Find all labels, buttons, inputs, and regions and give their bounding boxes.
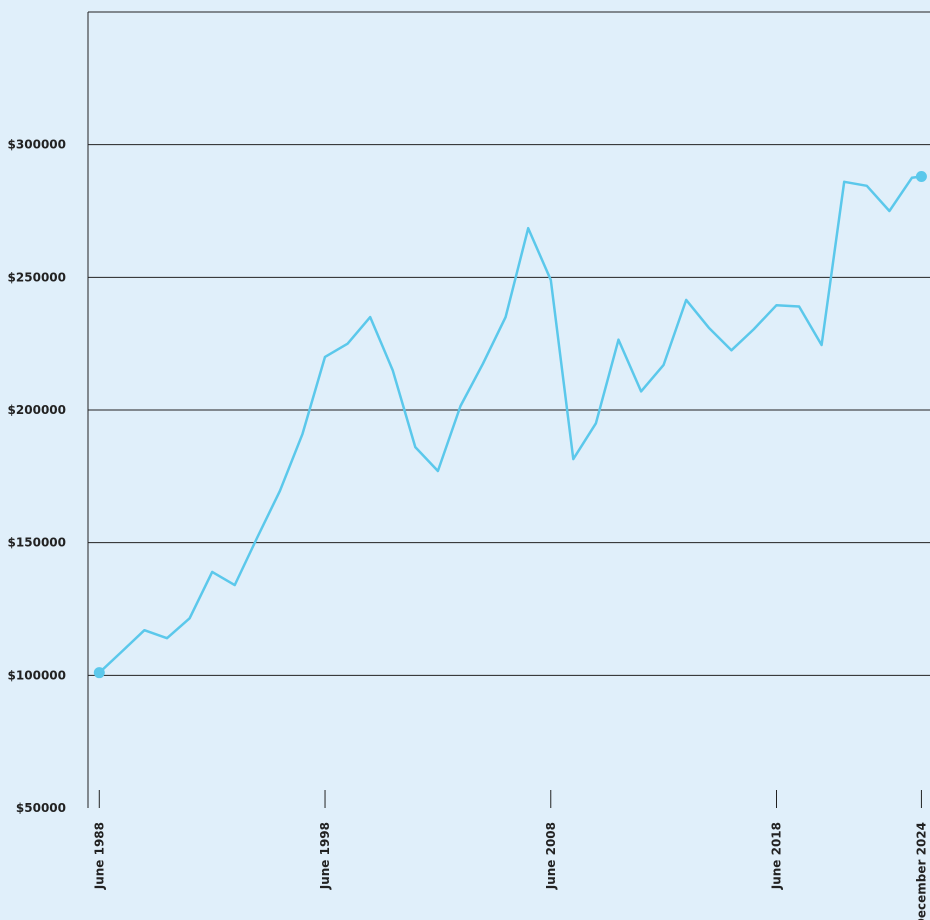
x-tick-label: December 2024 — [914, 822, 928, 920]
x-tick-label: June 1988 — [92, 822, 106, 890]
y-tick-label: $250000 — [8, 270, 66, 284]
y-tick-label: $300000 — [8, 138, 66, 152]
x-tick-label: June 2008 — [544, 822, 558, 890]
data-line — [98, 175, 922, 674]
y-tick-label: $150000 — [8, 536, 66, 550]
x-tick-label: June 2018 — [769, 822, 783, 890]
x-tick-label: June 1998 — [318, 822, 332, 890]
y-tick-label: $200000 — [8, 403, 66, 417]
y-tick-label: $50000 — [16, 801, 66, 815]
end-marker — [915, 171, 927, 183]
end-marker — [93, 667, 105, 679]
y-tick-label: $100000 — [8, 668, 66, 682]
